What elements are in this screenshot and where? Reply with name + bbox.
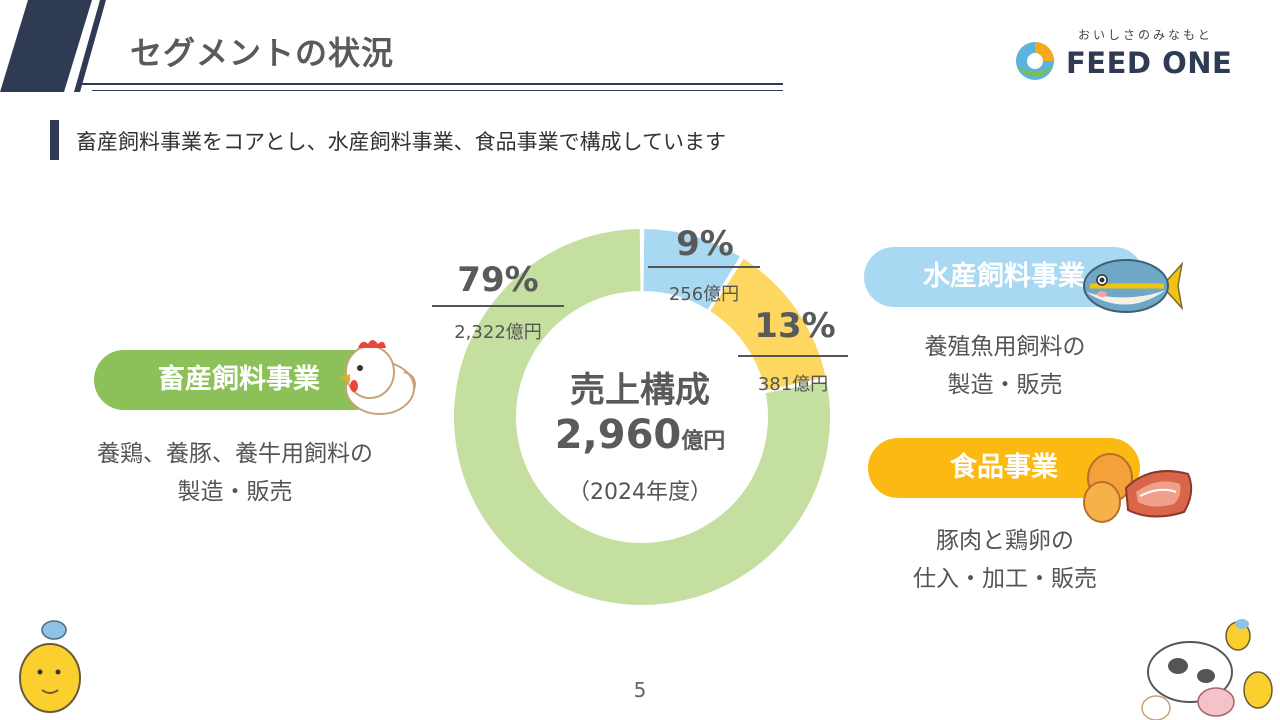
desc-line: 製造・販売 [177, 479, 293, 505]
slice-percent-food: 13% [754, 306, 836, 346]
mascot-farm-animals-icon [1141, 619, 1273, 720]
slice-rule-food [738, 355, 848, 357]
slice-rule-aqua [648, 266, 760, 268]
desc-line: 養殖魚用飼料の [924, 334, 1086, 360]
chart-center-total: 2,960億円 [530, 412, 750, 458]
subtitle: 畜産飼料事業をコアとし、水産飼料事業、食品事業で構成しています [76, 130, 726, 154]
chart-center-year: （2024年度） [568, 480, 712, 505]
desc-line: 養鶏、養豚、養牛用飼料の [97, 441, 373, 467]
meat-egg-icon [1083, 453, 1193, 523]
donut-slice-2 [454, 229, 830, 605]
total-value: 2,960 [554, 412, 682, 458]
desc-line: 仕入・加工・販売 [913, 566, 1097, 592]
title-underline [80, 83, 783, 85]
logo-wordmark: FEED ONE [1066, 46, 1233, 80]
header-parallelogram-decoration [0, 0, 106, 92]
title-underline-thin [92, 90, 783, 91]
donut-slice-0 [643, 229, 740, 310]
page-title: セグメントの状況 [130, 34, 395, 72]
segment-pill-livestock: 畜産飼料事業 [94, 350, 384, 410]
subtitle-accent-bar [50, 120, 59, 160]
logo-tagline: おいしさのみなもと [1078, 28, 1213, 42]
slice-percent-livestock: 79% [457, 260, 539, 300]
segment-desc-food: 豚肉と鶏卵の 仕入・加工・販売 [880, 522, 1130, 598]
slice-rule-livestock [432, 305, 564, 307]
slice-percent-aqua: 9% [676, 224, 734, 264]
desc-line: 豚肉と鶏卵の [936, 528, 1074, 554]
slice-amount-food: 381億円 [757, 374, 829, 395]
desc-line: 製造・販売 [947, 372, 1063, 398]
feed-one-logo-icon [1016, 42, 1054, 80]
slice-amount-livestock: 2,322億円 [454, 322, 542, 343]
chart-center-title: 売上構成 [569, 371, 710, 411]
page-number: 5 [633, 678, 647, 702]
donut-slice-1 [710, 258, 826, 391]
total-unit: 億円 [681, 429, 726, 454]
segment-desc-livestock: 養鶏、養豚、養牛用飼料の 製造・販売 [70, 435, 400, 511]
fish-icon [1083, 259, 1184, 313]
segment-desc-aqua: 養殖魚用飼料の 製造・販売 [880, 328, 1130, 404]
slice-amount-aqua: 256億円 [668, 284, 740, 305]
segment-donut-chart [454, 229, 830, 605]
mascot-chick-icon [19, 620, 81, 713]
chicken-icon [340, 340, 416, 415]
